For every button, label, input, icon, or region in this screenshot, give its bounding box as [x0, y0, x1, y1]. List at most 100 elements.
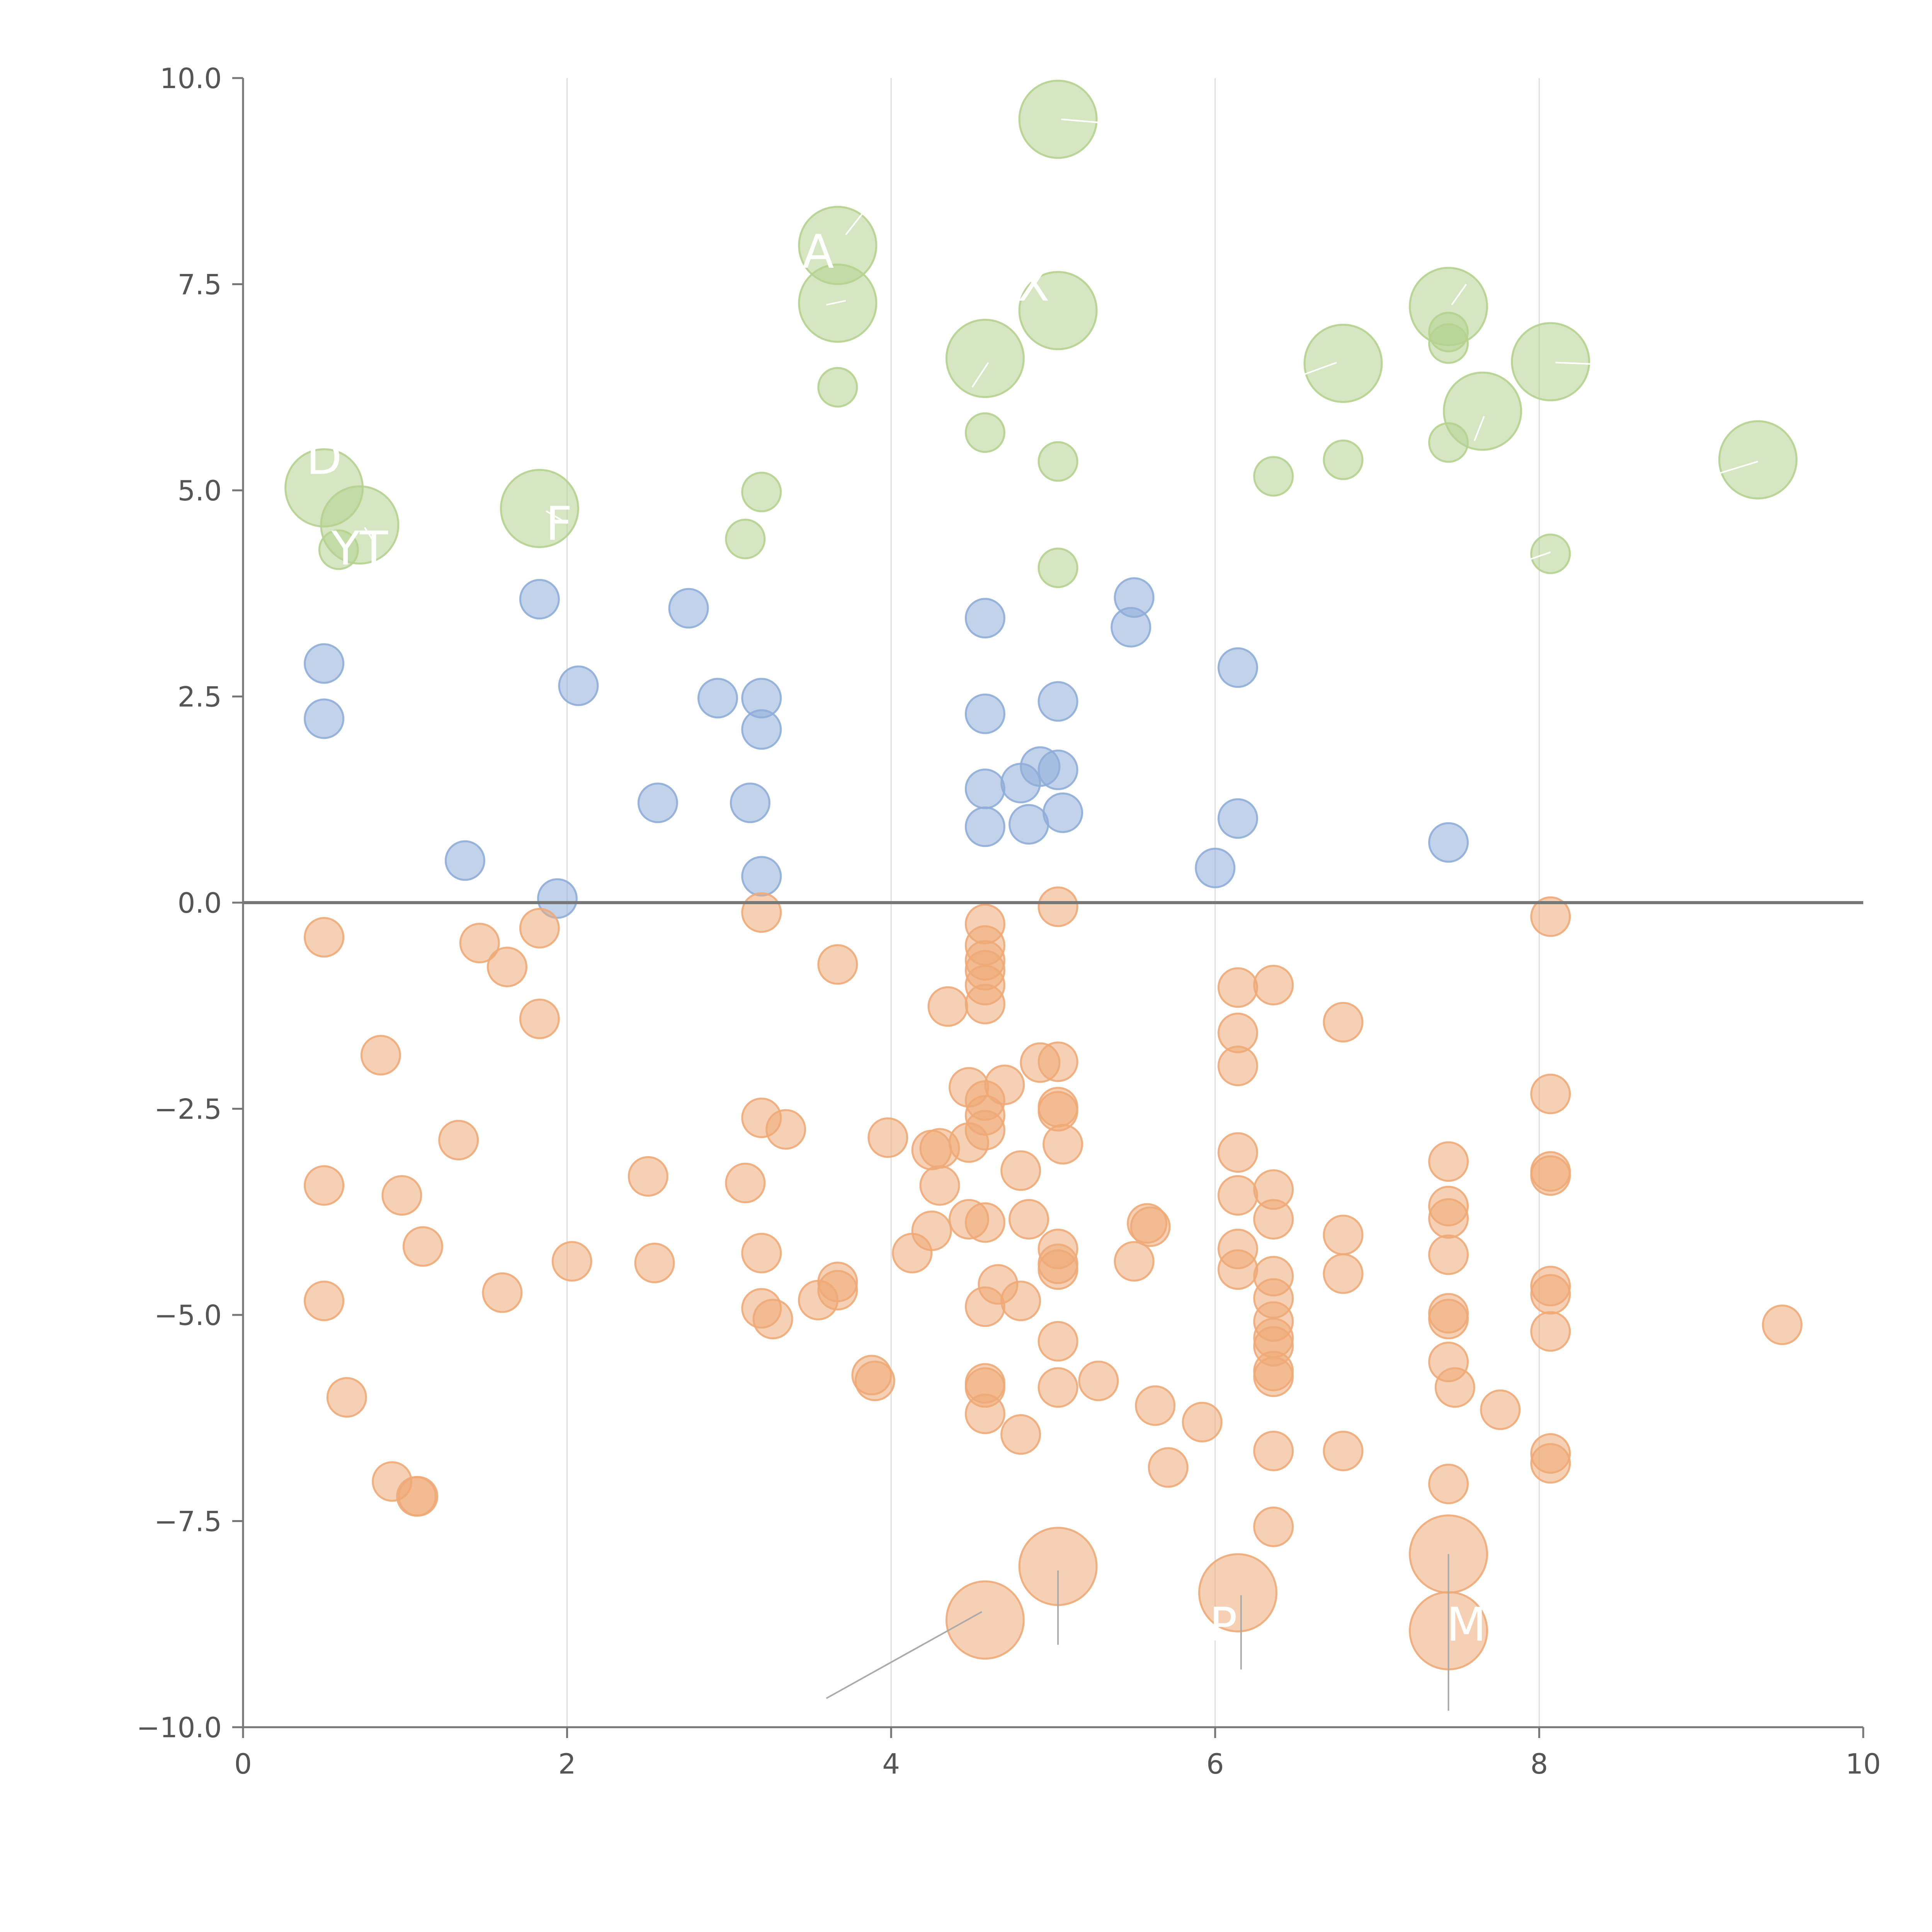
leader-line [1279, 362, 1337, 384]
data-point [537, 878, 578, 919]
data-point [927, 986, 968, 1027]
data-point [964, 412, 1005, 453]
point-label: YT [331, 522, 388, 576]
data-point [500, 469, 579, 548]
data-point [1530, 1311, 1571, 1352]
data-point [1511, 322, 1590, 401]
data-point [1253, 1199, 1294, 1240]
data-point [1428, 1198, 1469, 1239]
data-point [1762, 1304, 1803, 1345]
data-point [1037, 441, 1078, 482]
data-point [304, 643, 345, 684]
data-point [519, 998, 560, 1039]
data-point [1009, 1199, 1049, 1240]
data-point [381, 1175, 422, 1216]
point-label: D [306, 431, 342, 485]
data-point [519, 579, 560, 620]
data-point [1000, 1414, 1041, 1455]
x-tick-label: 8 [1530, 1748, 1548, 1780]
data-point [1253, 964, 1294, 1005]
data-point [730, 782, 770, 823]
leader-line [1717, 461, 1759, 475]
data-point [1303, 323, 1383, 403]
x-tick-label: 2 [558, 1748, 576, 1780]
data-point [1530, 1155, 1571, 1196]
data-point [1253, 456, 1294, 497]
data-point [1530, 1443, 1571, 1484]
x-tick-label: 4 [882, 1748, 900, 1780]
data-point [402, 1226, 443, 1267]
data-point [1078, 1361, 1119, 1401]
point-label: M [1446, 1598, 1486, 1652]
data-point [1428, 1234, 1469, 1275]
data-point [1037, 1249, 1078, 1290]
data-point [964, 983, 1005, 1024]
data-point [798, 1280, 839, 1321]
data-point [304, 698, 345, 739]
data-point [741, 471, 782, 512]
data-point [551, 1241, 592, 1282]
x-tick-label: 10 [1845, 1748, 1881, 1780]
data-point [1323, 1214, 1364, 1255]
data-point [1018, 80, 1098, 159]
leader-line [1061, 118, 1110, 124]
data-point [964, 1202, 1005, 1243]
y-tick-label: 7.5 [177, 269, 222, 301]
point-label: X [1018, 258, 1049, 312]
data-point [1428, 1299, 1469, 1340]
data-point [1323, 439, 1364, 480]
point-label: P [1209, 1598, 1237, 1652]
data-point [1148, 1447, 1189, 1488]
data-point [964, 806, 1005, 847]
data-point [1037, 681, 1078, 722]
data-point [1043, 792, 1083, 833]
data-point [1530, 533, 1571, 574]
leader-line [364, 527, 374, 541]
leader-lines [364, 118, 1759, 1711]
leader-line [1555, 362, 1596, 365]
data-point [1323, 1430, 1364, 1471]
y-tick-label: 2.5 [177, 681, 222, 713]
y-tick-label: −7.5 [154, 1505, 222, 1538]
data-point [1218, 1175, 1259, 1216]
data-point [1530, 896, 1571, 937]
data-point [1037, 548, 1078, 588]
data-point [892, 1233, 933, 1274]
data-point [1323, 1002, 1364, 1043]
x-tick-label: 0 [234, 1748, 252, 1780]
series-layer [243, 80, 1863, 1670]
data-point [486, 946, 527, 987]
point-label: F [546, 497, 572, 551]
y-tick-label: −10.0 [136, 1711, 222, 1744]
data-point [444, 840, 485, 881]
leader-line [546, 510, 568, 524]
data-point [1000, 1281, 1041, 1321]
data-point [519, 908, 560, 949]
data-point [637, 782, 678, 823]
data-point [1195, 847, 1236, 888]
y-tick-label: −5.0 [154, 1299, 222, 1332]
data-point [1111, 607, 1151, 648]
data-point [919, 1165, 960, 1206]
data-point [1218, 1046, 1259, 1087]
data-point [668, 588, 709, 629]
leader-line [1473, 416, 1485, 441]
data-point [1043, 1124, 1083, 1165]
point-label: A [802, 225, 834, 279]
data-point [1037, 1041, 1078, 1082]
y-tick-label: 0.0 [177, 887, 222, 919]
data-point [1218, 1249, 1259, 1290]
data-point [964, 1393, 1005, 1434]
data-point [1218, 798, 1259, 839]
data-point [1253, 1356, 1294, 1397]
data-point [1428, 422, 1469, 463]
y-tick-label: 10.0 [160, 62, 222, 95]
leader-line [845, 213, 863, 235]
data-point [964, 1286, 1005, 1327]
data-point [741, 709, 782, 750]
data-point [1135, 1385, 1176, 1426]
data-point [817, 367, 858, 408]
data-point [854, 1361, 895, 1401]
data-point [1130, 1206, 1171, 1247]
leader-line [971, 362, 989, 388]
